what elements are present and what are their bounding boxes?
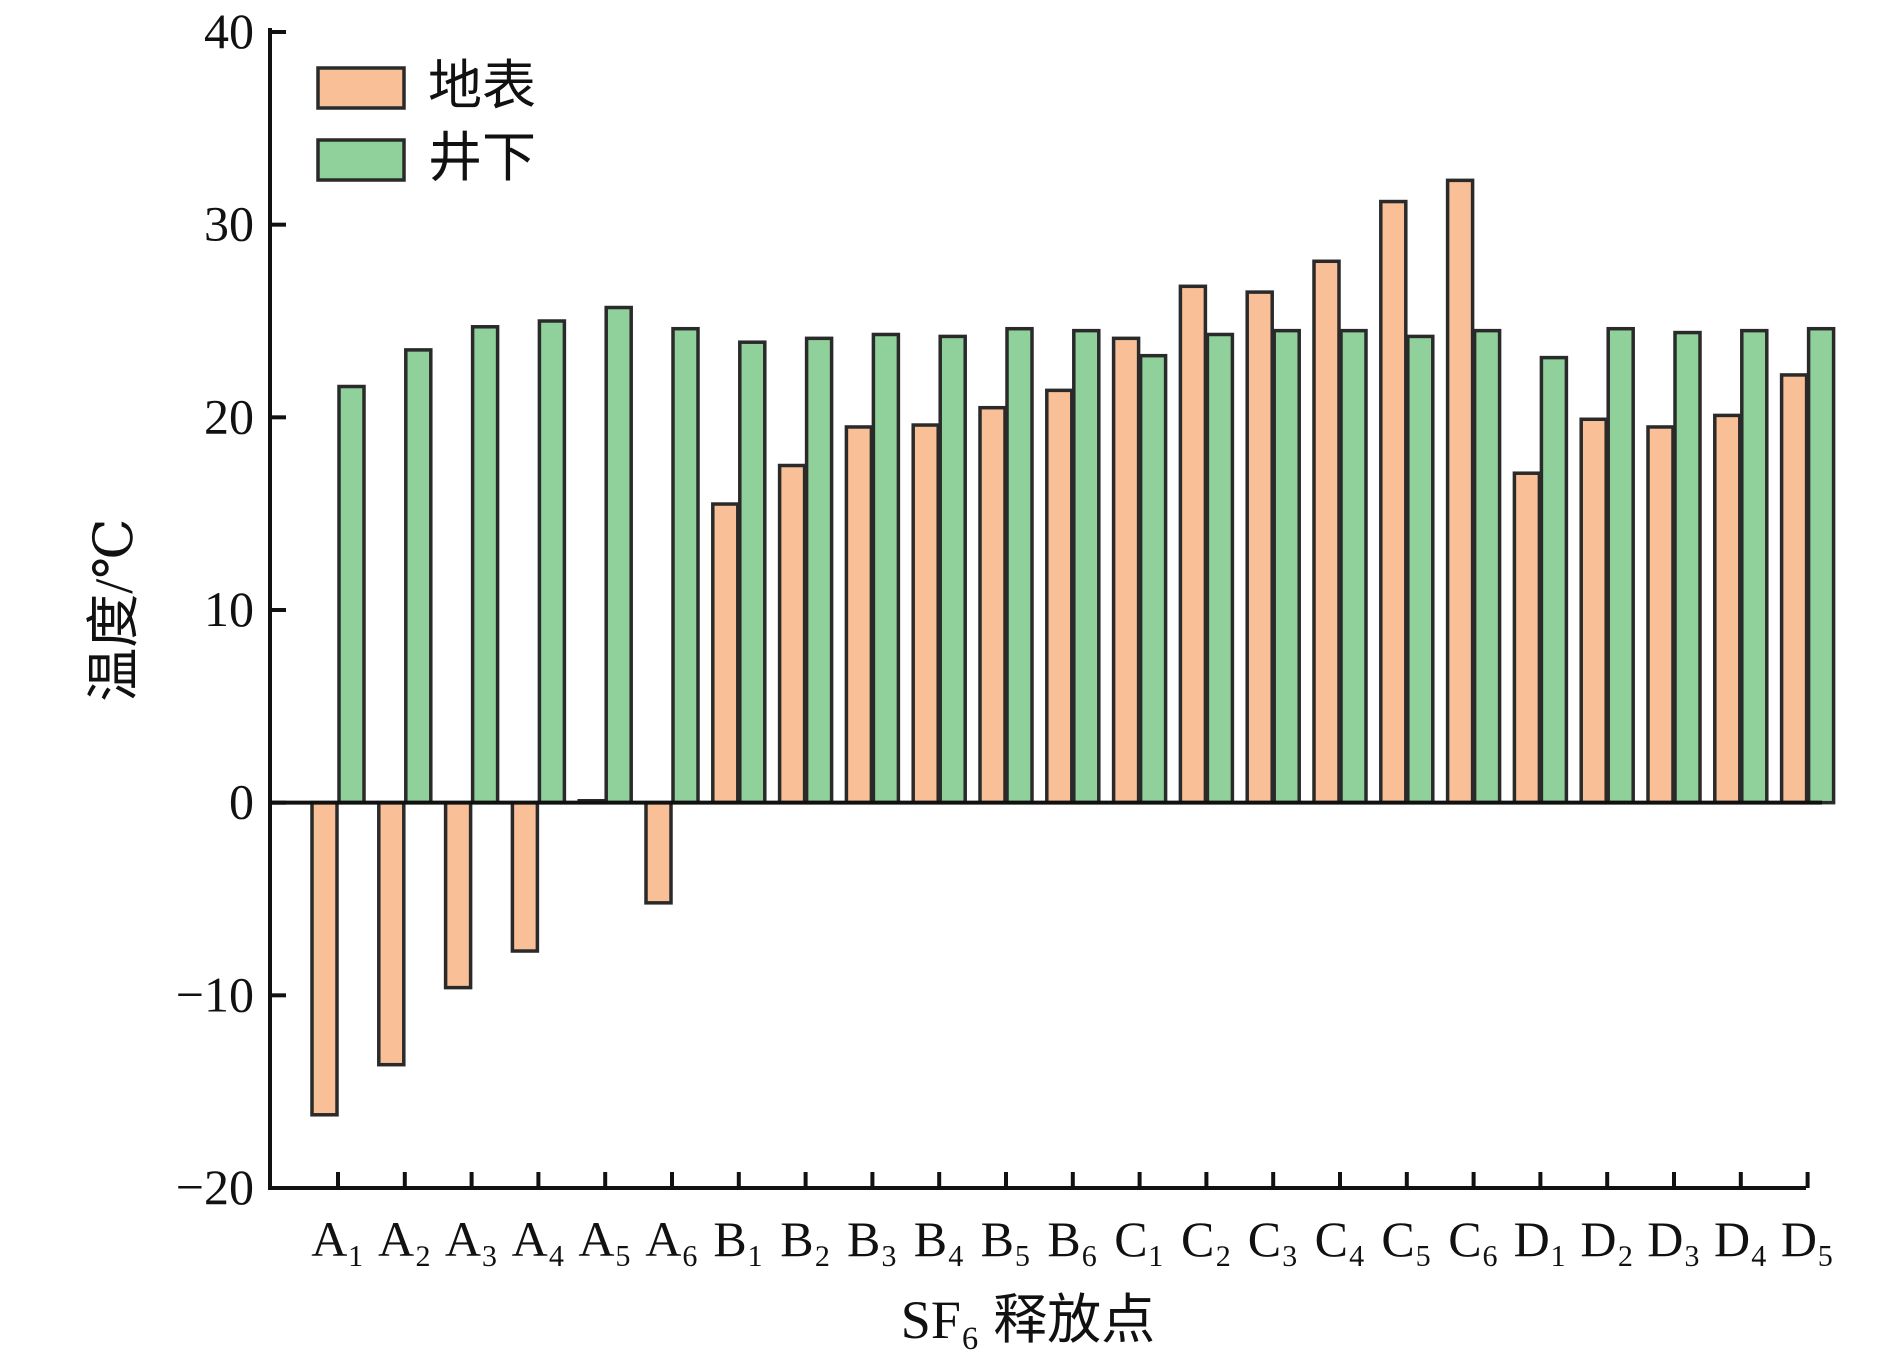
x-tick-label: B₄ bbox=[914, 1211, 965, 1267]
bar-surface-6 bbox=[644, 800, 673, 905]
bar-underground-16 bbox=[1339, 328, 1368, 805]
x-tick-label: C₄ bbox=[1315, 1211, 1366, 1267]
x-tick-label: C₅ bbox=[1381, 1211, 1432, 1267]
x-tick-label: A₆ bbox=[645, 1211, 699, 1267]
bar-underground-14 bbox=[1205, 332, 1235, 805]
bar-surface-15 bbox=[1245, 290, 1274, 805]
bar-underground-7 bbox=[738, 340, 767, 805]
bar-underground-2 bbox=[404, 348, 433, 805]
bars-group bbox=[310, 178, 1836, 1117]
y-tick-label: 10 bbox=[204, 581, 254, 637]
bar-underground-20 bbox=[1606, 326, 1635, 805]
bar-surface-18 bbox=[1445, 178, 1475, 805]
bar-underground-1 bbox=[337, 384, 366, 805]
bar-underground-3 bbox=[470, 325, 500, 805]
bar-surface-8 bbox=[777, 463, 807, 805]
x-tick-label: C₃ bbox=[1248, 1211, 1299, 1267]
x-tick-label: A₁ bbox=[311, 1211, 365, 1267]
legend-label-underground: 井下 bbox=[428, 128, 536, 188]
x-tick-label: A₅ bbox=[578, 1211, 632, 1267]
y-ticks-group: −20 −10 0 10 20 30 40 bbox=[176, 3, 286, 1215]
x-tick-label: C₆ bbox=[1448, 1211, 1499, 1267]
bar-underground-8 bbox=[804, 336, 834, 805]
bar-surface-13 bbox=[1111, 336, 1141, 805]
y-tick-label: 20 bbox=[204, 388, 254, 444]
bar-surface-17 bbox=[1379, 199, 1408, 805]
y-tick-label: 0 bbox=[229, 774, 254, 830]
bar-surface-16 bbox=[1312, 259, 1341, 805]
x-tick-label: B₂ bbox=[780, 1211, 831, 1267]
bar-underground-22 bbox=[1740, 328, 1769, 805]
y-tick-label: −20 bbox=[176, 1159, 254, 1215]
bar-underground-4 bbox=[537, 319, 567, 805]
bar-underground-6 bbox=[671, 326, 700, 805]
x-tick-label: B₁ bbox=[713, 1211, 764, 1267]
bar-underground-10 bbox=[938, 334, 967, 805]
bar-underground-19 bbox=[1539, 355, 1569, 805]
x-tick-label: B₅ bbox=[981, 1211, 1032, 1267]
bar-underground-21 bbox=[1673, 330, 1702, 805]
x-tick-label: D₂ bbox=[1580, 1211, 1634, 1267]
bar-surface-9 bbox=[844, 425, 874, 805]
bar-surface-4 bbox=[510, 800, 540, 953]
bar-underground-17 bbox=[1406, 334, 1435, 805]
x-tick-label: C₂ bbox=[1181, 1211, 1232, 1267]
y-tick-label: −10 bbox=[176, 966, 254, 1022]
bar-surface-23 bbox=[1779, 373, 1809, 805]
y-axis-label: 温度/℃ bbox=[84, 518, 144, 701]
bar-underground-13 bbox=[1138, 353, 1168, 805]
y-tick-label: 30 bbox=[204, 196, 254, 252]
bar-underground-23 bbox=[1806, 326, 1836, 805]
x-axis-label: SF₆ 释放点 bbox=[901, 1290, 1155, 1350]
bar-surface-21 bbox=[1646, 425, 1675, 805]
x-tick-label: B₆ bbox=[1047, 1211, 1098, 1267]
bar-underground-11 bbox=[1005, 326, 1034, 805]
x-tick-label: B₃ bbox=[847, 1211, 898, 1267]
bar-surface-19 bbox=[1512, 471, 1542, 805]
x-tick-label: C₁ bbox=[1114, 1211, 1165, 1267]
bar-surface-3 bbox=[443, 800, 473, 990]
x-tick-label: A₃ bbox=[445, 1211, 499, 1267]
bar-surface-11 bbox=[978, 405, 1007, 805]
bar-underground-12 bbox=[1072, 328, 1101, 805]
bar-underground-9 bbox=[871, 332, 901, 805]
x-tick-label: D₄ bbox=[1714, 1211, 1768, 1267]
y-tick-label: 40 bbox=[204, 3, 254, 59]
bar-surface-2 bbox=[377, 800, 406, 1067]
bar-underground-5 bbox=[604, 305, 633, 805]
bar-surface-10 bbox=[911, 423, 940, 805]
bar-surface-7 bbox=[711, 502, 740, 805]
bar-surface-12 bbox=[1045, 388, 1074, 805]
bar-surface-14 bbox=[1178, 284, 1208, 805]
x-tick-label: A₄ bbox=[512, 1211, 566, 1267]
bar-underground-18 bbox=[1472, 328, 1502, 805]
x-tick-label: D₁ bbox=[1514, 1211, 1568, 1267]
x-tick-label: D₃ bbox=[1647, 1211, 1701, 1267]
x-ticks-group: A₁ A₂ A₃ A₄ A₅ A₆ B₁ B₂ B₃ B₄ B₅ B₆ C₁ C₂ C₃ C₄ C₅ C₆ D₁ D₂… bbox=[311, 1172, 1834, 1267]
bar-surface-1 bbox=[310, 800, 339, 1117]
legend-swatch-underground bbox=[316, 138, 406, 182]
x-tick-label: A₂ bbox=[378, 1211, 432, 1267]
bar-surface-22 bbox=[1713, 413, 1742, 805]
bar-underground-15 bbox=[1272, 328, 1301, 805]
legend-label-surface: 地表 bbox=[428, 56, 536, 116]
bar-surface-20 bbox=[1579, 417, 1608, 805]
x-tick-label: D₅ bbox=[1781, 1211, 1835, 1267]
legend-swatch-surface bbox=[316, 66, 406, 110]
